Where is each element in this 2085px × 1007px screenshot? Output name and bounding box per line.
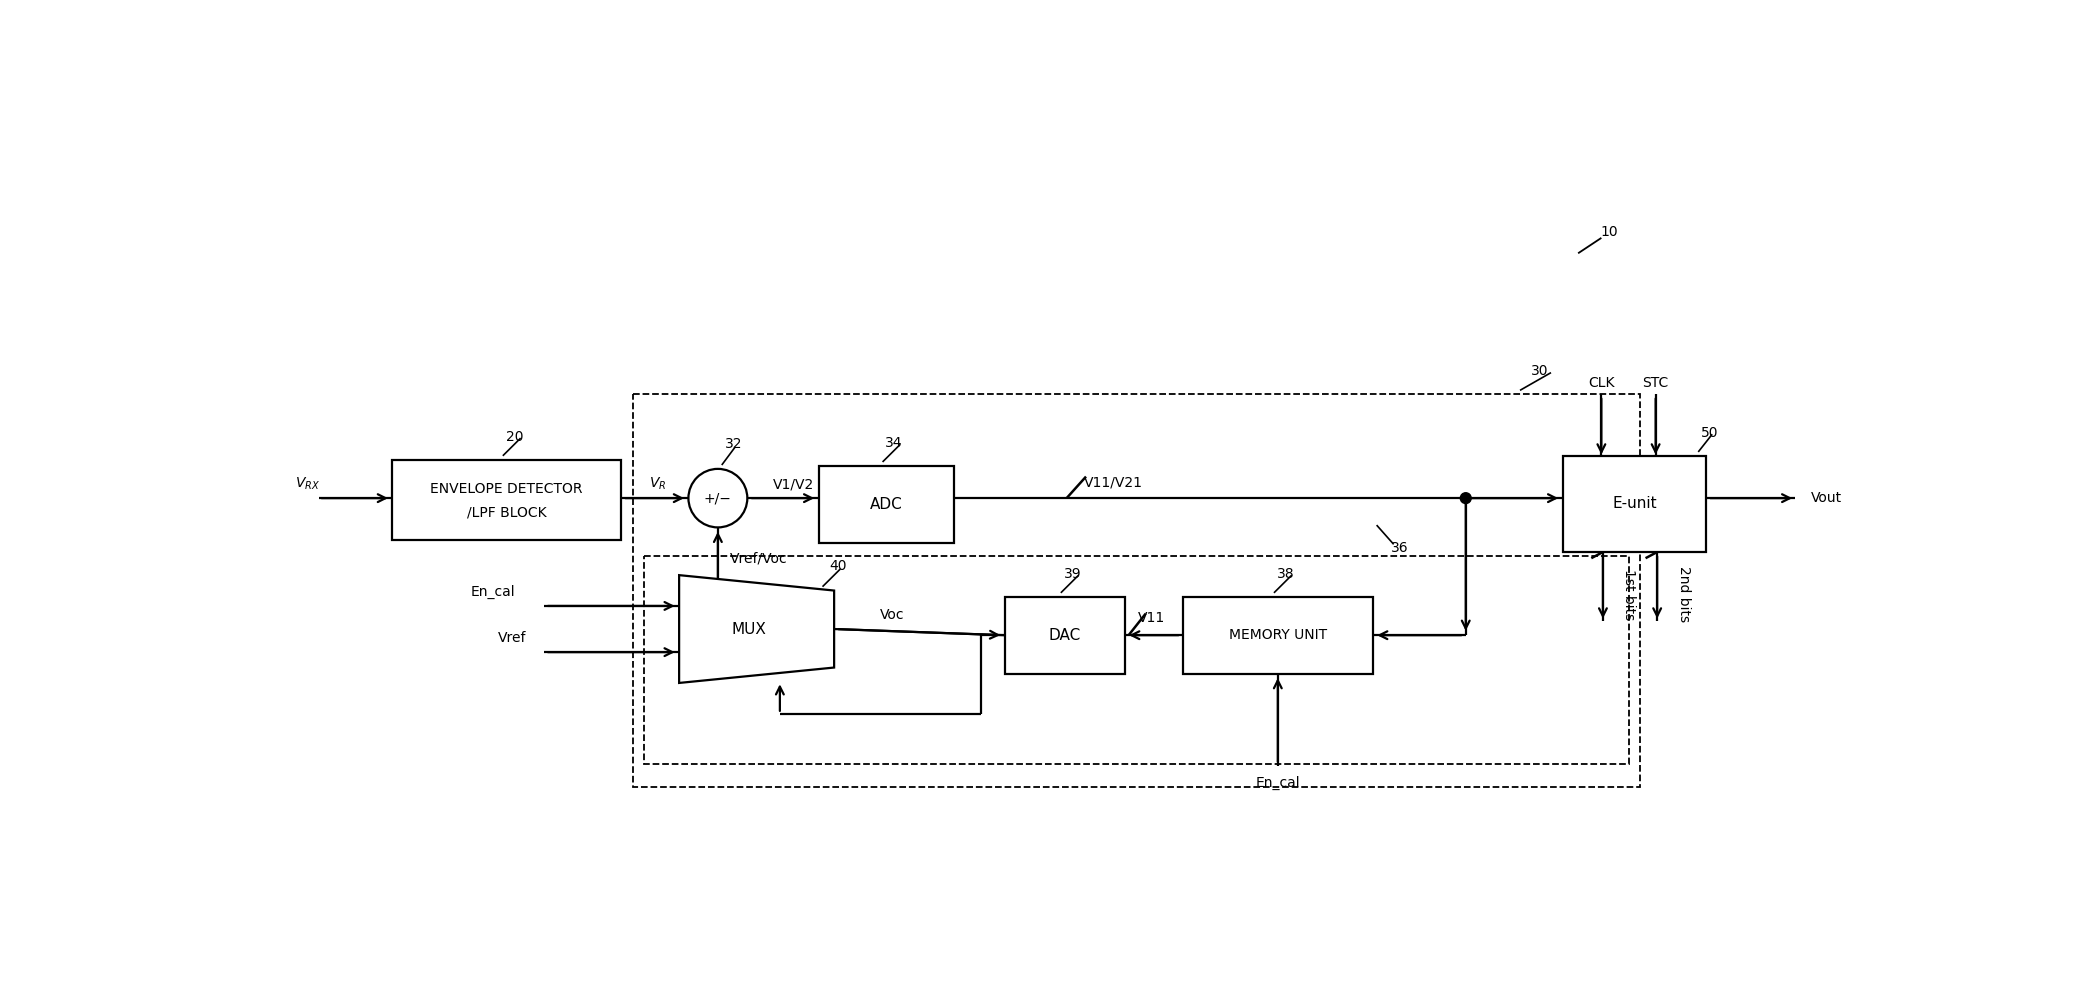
Text: V1/V2: V1/V2 bbox=[774, 477, 815, 491]
Text: MEMORY UNIT: MEMORY UNIT bbox=[1228, 628, 1326, 642]
Text: 36: 36 bbox=[1391, 541, 1409, 555]
Text: V11: V11 bbox=[1138, 611, 1166, 625]
Text: 34: 34 bbox=[886, 436, 903, 450]
Circle shape bbox=[688, 469, 746, 528]
FancyBboxPatch shape bbox=[1182, 597, 1372, 674]
Text: 40: 40 bbox=[830, 559, 847, 573]
FancyBboxPatch shape bbox=[392, 459, 621, 541]
FancyBboxPatch shape bbox=[1005, 597, 1124, 674]
Text: Voc: Voc bbox=[880, 608, 905, 622]
Text: $V_{R}$: $V_{R}$ bbox=[648, 476, 665, 492]
Text: E-unit: E-unit bbox=[1612, 496, 1658, 512]
Text: 30: 30 bbox=[1530, 365, 1549, 378]
Text: En_cal: En_cal bbox=[471, 585, 515, 599]
Circle shape bbox=[1460, 492, 1472, 504]
FancyBboxPatch shape bbox=[819, 466, 955, 543]
Text: CLK: CLK bbox=[1589, 376, 1614, 390]
Text: 38: 38 bbox=[1276, 567, 1295, 581]
Text: +/−: +/− bbox=[705, 491, 732, 506]
Text: V11/V21: V11/V21 bbox=[1084, 475, 1143, 489]
Text: Vref/Voc: Vref/Voc bbox=[730, 552, 788, 566]
Text: $V_{RX}$: $V_{RX}$ bbox=[294, 476, 319, 492]
Polygon shape bbox=[680, 575, 834, 683]
Text: 10: 10 bbox=[1601, 226, 1618, 240]
Text: En_cal: En_cal bbox=[1255, 776, 1301, 790]
Text: /LPF BLOCK: /LPF BLOCK bbox=[467, 505, 546, 519]
Text: Vout: Vout bbox=[1810, 491, 1841, 506]
Text: 1st bits: 1st bits bbox=[1622, 569, 1637, 620]
Text: ADC: ADC bbox=[869, 496, 903, 512]
Text: DAC: DAC bbox=[1049, 627, 1080, 642]
Text: 2nd bits: 2nd bits bbox=[1676, 566, 1691, 622]
Text: 50: 50 bbox=[1701, 426, 1718, 440]
Text: STC: STC bbox=[1643, 376, 1668, 390]
Text: MUX: MUX bbox=[732, 621, 767, 636]
Text: 39: 39 bbox=[1063, 567, 1082, 581]
Text: 20: 20 bbox=[507, 430, 523, 443]
FancyBboxPatch shape bbox=[1562, 456, 1706, 552]
Text: Vref: Vref bbox=[498, 631, 528, 645]
Text: ENVELOPE DETECTOR: ENVELOPE DETECTOR bbox=[430, 482, 584, 495]
Text: 32: 32 bbox=[726, 437, 742, 451]
